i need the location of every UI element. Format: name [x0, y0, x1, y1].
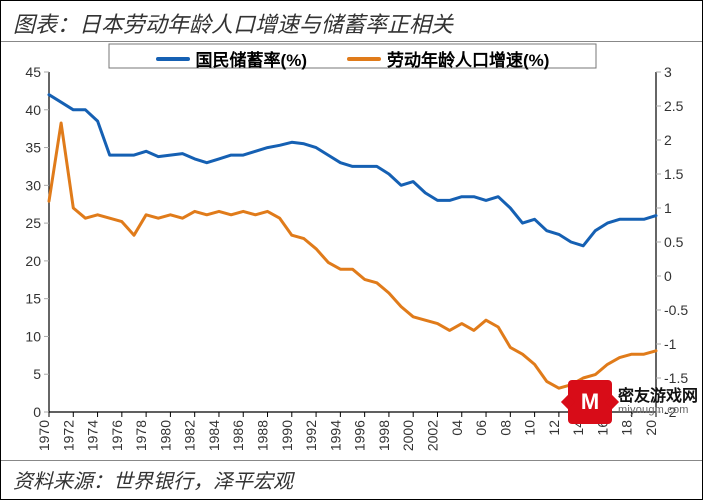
watermark-logo-icon: M [568, 380, 612, 424]
svg-text:10: 10 [25, 328, 41, 344]
legend-swatch [347, 57, 381, 61]
svg-text:08: 08 [497, 420, 513, 436]
svg-text:30: 30 [25, 177, 41, 193]
svg-text:1988: 1988 [255, 420, 271, 451]
svg-text:1980: 1980 [157, 420, 173, 451]
svg-text:1982: 1982 [182, 420, 198, 451]
svg-text:1972: 1972 [60, 420, 76, 451]
legend-label: 国民储蓄率(%) [196, 46, 307, 71]
svg-text:5: 5 [33, 366, 41, 382]
svg-text:06: 06 [473, 420, 489, 436]
svg-text:40: 40 [25, 102, 41, 118]
chart-title: 图表：日本劳动年龄人口增速与储蓄率正相关 [1, 1, 702, 42]
legend: 国民储蓄率(%) 劳动年龄人口增速(%) [1, 46, 703, 71]
svg-text:1998: 1998 [376, 420, 392, 451]
watermark-text-en: miyougm.com [618, 405, 698, 416]
svg-text:04: 04 [449, 420, 465, 436]
svg-text:1996: 1996 [352, 420, 368, 451]
legend-label: 劳动年龄人口增速(%) [387, 46, 549, 71]
svg-text:1984: 1984 [206, 420, 222, 451]
svg-text:35: 35 [25, 140, 41, 156]
svg-text:20: 20 [25, 253, 41, 269]
svg-text:2002: 2002 [424, 420, 440, 451]
svg-text:-1: -1 [664, 336, 677, 352]
chart-area: 国民储蓄率(%) 劳动年龄人口增速(%) 051015202530354045-… [1, 42, 703, 460]
svg-text:1992: 1992 [303, 420, 319, 451]
chart-source: 资料来源：世界银行，泽平宏观 [1, 460, 702, 498]
svg-text:1994: 1994 [327, 420, 343, 451]
svg-text:-0.5: -0.5 [664, 302, 688, 318]
watermark-text-cn: 密友游戏网 [618, 389, 698, 405]
svg-text:1990: 1990 [279, 420, 295, 451]
svg-text:0.5: 0.5 [664, 234, 684, 250]
svg-text:1974: 1974 [85, 420, 101, 451]
legend-swatch [156, 57, 190, 61]
watermark-badge: M 密友游戏网 miyougm.com [568, 380, 698, 424]
svg-text:15: 15 [25, 291, 41, 307]
legend-item: 劳动年龄人口增速(%) [347, 46, 549, 71]
svg-text:25: 25 [25, 215, 41, 231]
svg-text:1970: 1970 [36, 420, 52, 451]
svg-text:1986: 1986 [230, 420, 246, 451]
svg-text:12: 12 [546, 420, 562, 436]
svg-text:1: 1 [664, 200, 672, 216]
svg-text:0: 0 [33, 404, 41, 420]
svg-text:1976: 1976 [109, 420, 125, 451]
svg-text:1978: 1978 [133, 420, 149, 451]
svg-text:2.5: 2.5 [664, 98, 684, 114]
svg-text:0: 0 [664, 268, 672, 284]
legend-item: 国民储蓄率(%) [156, 46, 307, 71]
svg-text:2: 2 [664, 132, 672, 148]
svg-text:1.5: 1.5 [664, 166, 684, 182]
svg-text:10: 10 [522, 420, 538, 436]
svg-text:2000: 2000 [400, 420, 416, 451]
